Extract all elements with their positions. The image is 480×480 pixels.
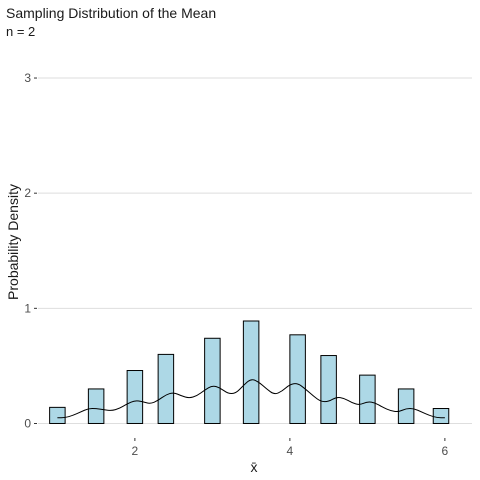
y-axis-ticks: 0 1 2 3 <box>24 71 37 430</box>
x-tick-label-6: 6 <box>442 444 449 458</box>
chart-subtitle: n = 2 <box>6 24 35 39</box>
bar-3 <box>157 353 175 424</box>
bar-8 <box>359 374 376 424</box>
y-tick-label-2: 2 <box>24 186 31 200</box>
y-tick-label-0: 0 <box>24 416 31 430</box>
density-curve <box>57 379 445 419</box>
x-tick-label-2: 2 <box>132 444 139 458</box>
bars <box>49 320 450 424</box>
x-axis-title: x̄ <box>251 459 258 475</box>
y-tick-label-3: 3 <box>24 71 31 85</box>
bar-6 <box>289 334 306 424</box>
y-tick-label-1: 1 <box>24 301 31 315</box>
y-axis-title: Probability Density <box>5 184 21 300</box>
bar-4 <box>204 337 221 424</box>
chart-title: Sampling Distribution of the Mean <box>6 5 216 21</box>
bar-1 <box>87 388 105 424</box>
bar-10 <box>432 408 450 424</box>
bar-7 <box>320 355 337 424</box>
density-curve-group <box>57 379 445 419</box>
bar-5 <box>242 320 260 424</box>
bar-0 <box>49 406 66 424</box>
x-axis-ticks: 2 4 6 <box>132 438 449 458</box>
bar-9 <box>397 388 415 424</box>
x-tick-label-4: 4 <box>287 444 294 458</box>
bar-2 <box>126 370 144 424</box>
